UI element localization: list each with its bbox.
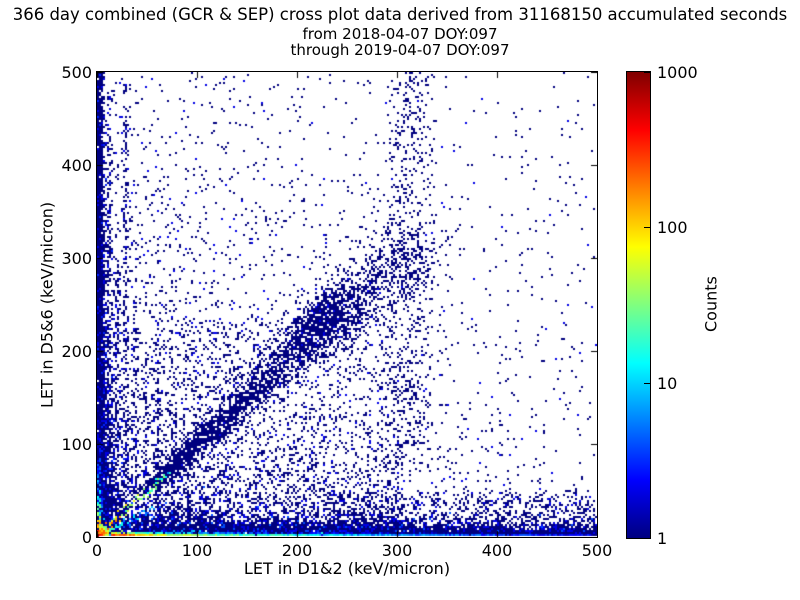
colorbar: [626, 71, 651, 539]
y-tick-label: 0: [81, 528, 92, 547]
colorbar-tick-label: 100: [657, 218, 688, 238]
chart-title: 366 day combined (GCR & SEP) cross plot …: [12, 5, 788, 24]
y-tick-label: 200: [61, 342, 92, 361]
x-tick-label: 400: [481, 541, 513, 560]
y-tick-label: 100: [61, 435, 92, 454]
colorbar-tick-mark: [644, 538, 650, 539]
colorbar-tick-label: 10: [657, 373, 678, 393]
x-tick-label: 300: [381, 541, 413, 560]
colorbar-tick-mark: [644, 383, 650, 384]
chart-subtitle-through: through 2019-04-07 DOY:097: [290, 41, 510, 59]
x-axis-label: LET in D1&2 (keV/micron): [243, 559, 451, 578]
y-tick-label: 300: [61, 249, 92, 268]
colorbar-tick-mark: [644, 227, 650, 228]
y-tick-label: 400: [61, 156, 92, 175]
x-tick-label: 500: [581, 541, 613, 560]
chart-subtitle-from: from 2018-04-07 DOY:097: [302, 25, 498, 43]
plot-area: [96, 71, 598, 538]
x-tick-label: 0: [91, 541, 103, 560]
colorbar-tick-mark: [644, 72, 650, 73]
scatter-canvas: [97, 72, 597, 537]
y-axis-label: LET in D5&6 (keV/micron): [37, 201, 57, 408]
colorbar-label: Counts: [701, 276, 721, 332]
colorbar-tick-label: 1: [657, 529, 668, 548]
colorbar-tick-label: 1000: [657, 63, 698, 82]
y-tick-label: 500: [61, 63, 92, 82]
x-tick-label: 100: [181, 541, 213, 560]
x-tick-label: 200: [281, 541, 313, 560]
